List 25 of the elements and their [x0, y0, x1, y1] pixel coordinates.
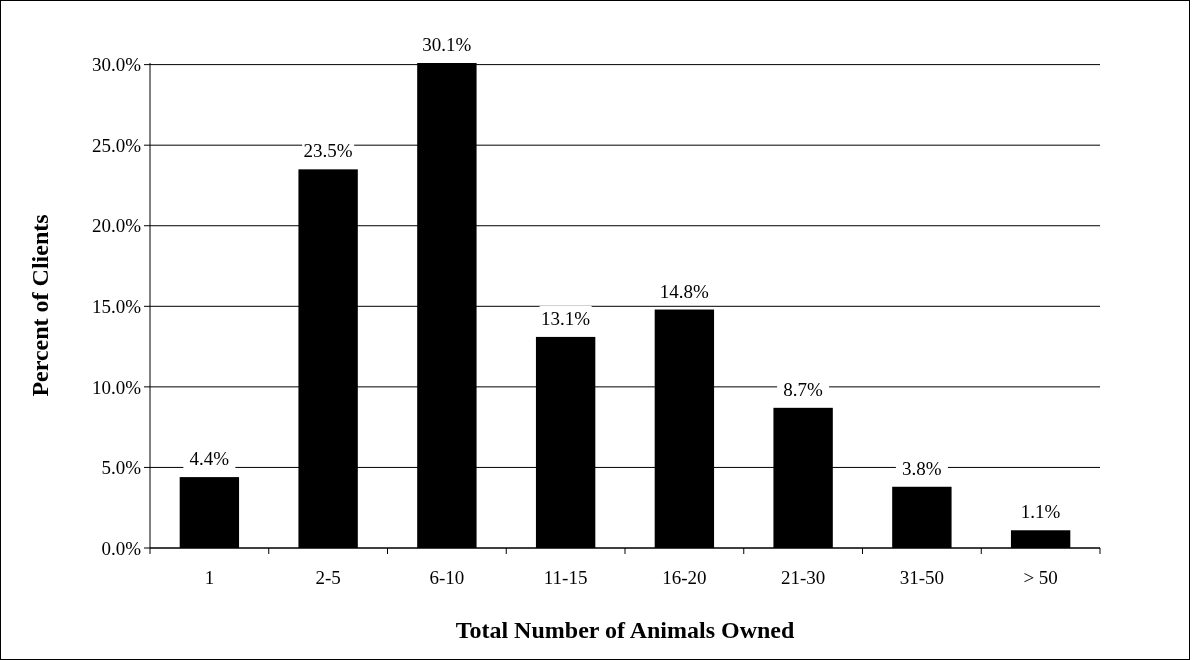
x-tick-label: 2-5 [315, 567, 341, 588]
y-tick-label: 5.0% [101, 457, 142, 479]
y-tick-label: 30.0% [91, 54, 142, 76]
data-label: 8.7% [783, 378, 824, 400]
data-label: 1.1% [1020, 501, 1061, 523]
x-tick-label: 11-15 [543, 567, 588, 588]
data-label: 13.1% [541, 307, 591, 329]
y-tick-label: 15.0% [91, 295, 142, 317]
data-label: 3.8% [902, 457, 942, 479]
y-tick-label: 10.0% [91, 376, 142, 398]
y-tick-label: 0.0% [101, 537, 142, 559]
x-tick-label: 31-50 [899, 567, 945, 588]
x-tick-label: 1 [204, 567, 215, 588]
x-tick-label: 16-20 [662, 567, 707, 588]
x-axis-title: Total Number of Animals Owned [455, 617, 796, 643]
x-tick-label: 21-30 [780, 567, 826, 588]
data-label: 30.1% [422, 34, 472, 55]
x-tick-label: > 50 [1023, 567, 1058, 588]
data-label: 4.4% [189, 448, 230, 470]
y-tick-label: 20.0% [91, 215, 142, 237]
y-tick-label: 25.0% [91, 134, 142, 156]
x-tick-label: 6-10 [429, 567, 465, 588]
data-label: 14.8% [659, 280, 710, 302]
y-axis-title: Percent of Clients [27, 214, 53, 397]
data-label: 23.5% [303, 140, 353, 162]
